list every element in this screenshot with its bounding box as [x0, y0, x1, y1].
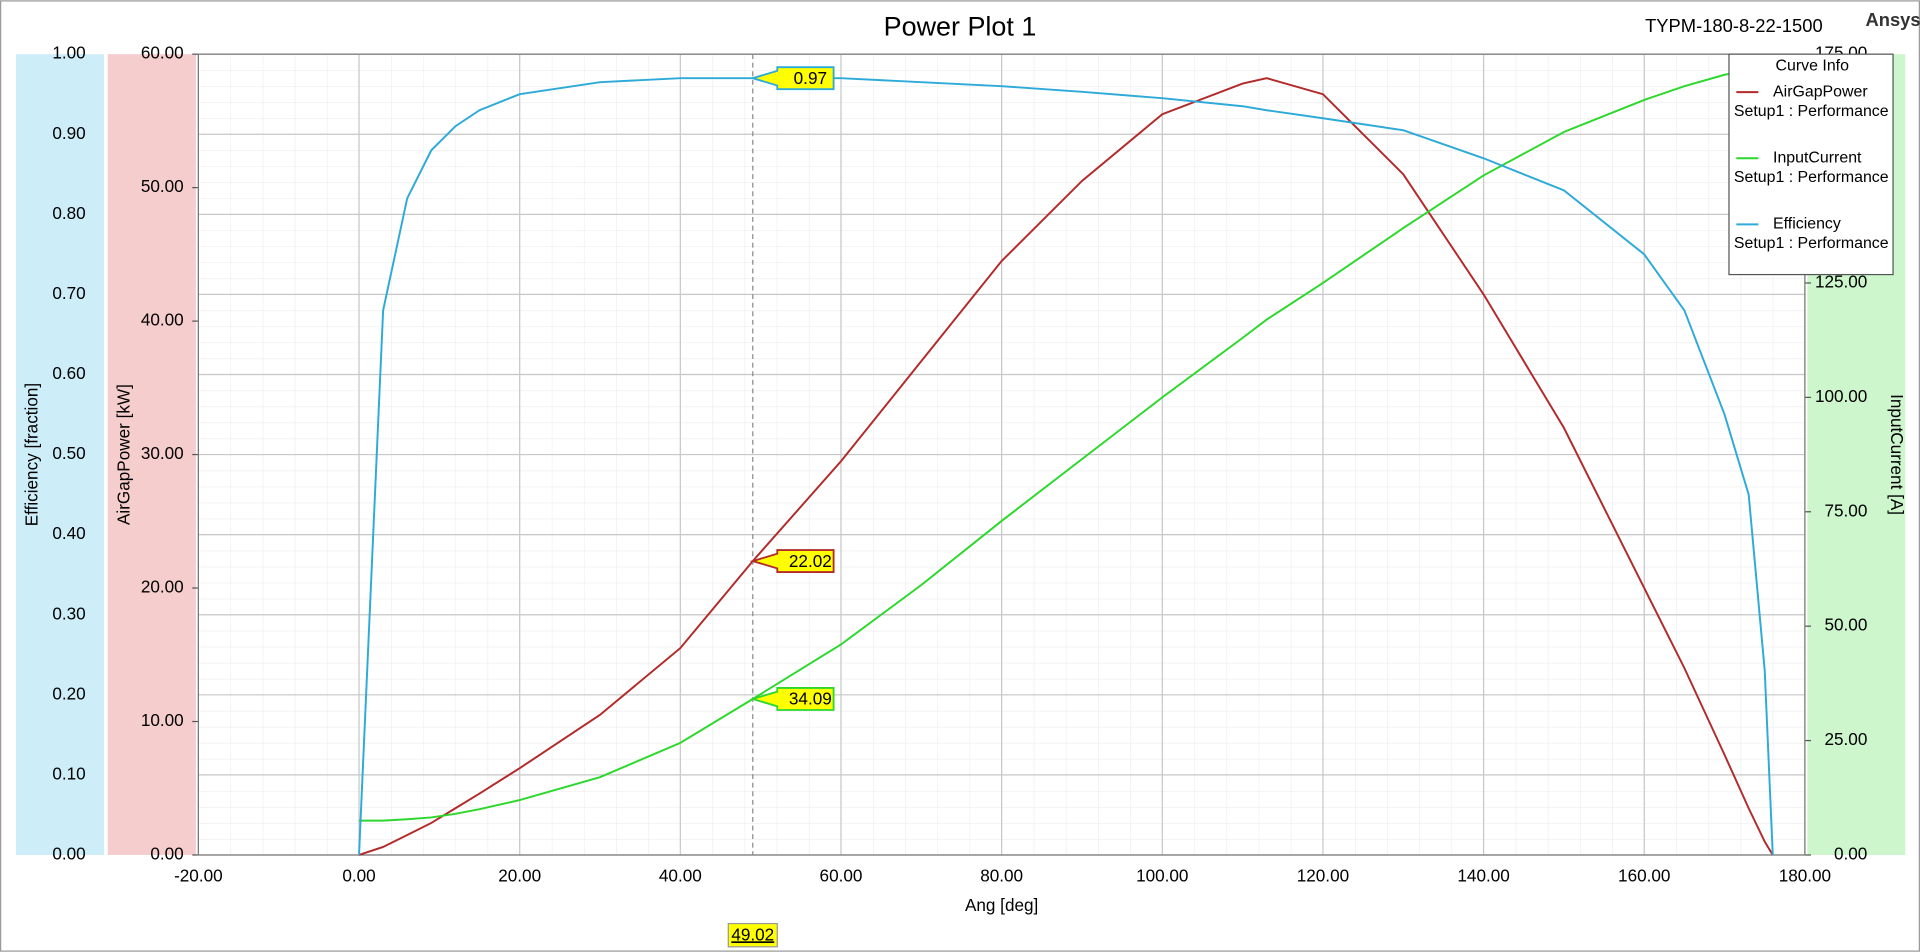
marker-callout: [749, 549, 835, 574]
y2-tick-label: 40.00: [141, 310, 184, 330]
x-tick-label: 180.00: [1779, 866, 1831, 886]
series-line: [359, 66, 1765, 822]
marker-value-label: 34.09: [789, 689, 832, 709]
legend-label: Efficiency: [1773, 216, 1841, 233]
y3-tick-label: 0.00: [1834, 844, 1867, 864]
marker-value-label: 0.97: [794, 68, 827, 88]
y-tick-label: 0.90: [52, 123, 85, 143]
x-axis-label: Ang [deg]: [965, 895, 1038, 915]
marker-value-label: 22.02: [789, 551, 832, 571]
y2-tick-label: 10.00: [141, 710, 184, 730]
y3-tick-label: 25.00: [1824, 729, 1867, 749]
legend-setup: Setup1 : Performance: [1734, 103, 1889, 120]
y-tick-label: 0.80: [52, 203, 85, 223]
y-axis-label: Efficiency [fraction]: [22, 383, 42, 526]
x-tick-label: 20.00: [498, 866, 541, 886]
y3-axis-label: InputCurrent [A]: [1887, 394, 1907, 515]
chart-title: Power Plot 1: [884, 12, 1037, 42]
brand: Ansys: [1866, 9, 1920, 30]
marker-x-box: [727, 922, 778, 948]
x-tick-label: 120.00: [1297, 866, 1349, 886]
marker-x-label: 49.02: [731, 924, 774, 944]
x-tick-label: 100.00: [1136, 866, 1188, 886]
y3-tick-label: 75.00: [1824, 500, 1867, 520]
y-tick-label: 0.00: [52, 844, 85, 864]
x-tick-label: 80.00: [980, 866, 1023, 886]
y-tick-label: 0.50: [52, 443, 85, 463]
y-tick-label: 0.70: [52, 283, 85, 303]
y2-tick-label: 30.00: [141, 443, 184, 463]
x-tick-label: -20.00: [174, 866, 223, 886]
y-tick-label: 0.40: [52, 523, 85, 543]
x-tick-label: 0.00: [342, 866, 375, 886]
y-tick-label: 0.10: [52, 763, 85, 783]
x-tick-label: 40.00: [659, 866, 702, 886]
series-line: [358, 77, 1774, 856]
y3-tick-label: 100.00: [1815, 386, 1867, 406]
marker-callout: [749, 66, 835, 91]
x-tick-label: 140.00: [1457, 866, 1509, 886]
y-tick-label: 0.20: [52, 683, 85, 703]
y2-tick-label: 50.00: [141, 176, 184, 196]
marker-callout: [749, 687, 835, 711]
y3-tick-label: 125.00: [1815, 271, 1867, 291]
legend-label: InputCurrent: [1773, 149, 1862, 166]
y2-tick-label: 60.00: [141, 43, 184, 63]
x-tick-label: 60.00: [820, 866, 863, 886]
y-tick-label: 1.00: [52, 43, 85, 63]
legend-box: [1728, 53, 1894, 276]
y2-tick-label: 20.00: [141, 577, 184, 597]
legend-setup: Setup1 : Performance: [1734, 169, 1889, 186]
y-tick-label: 0.60: [52, 363, 85, 383]
y2-tick-label: 0.00: [150, 844, 183, 864]
y3-tick-label: 50.00: [1824, 615, 1867, 635]
plot-border: [197, 53, 1806, 856]
y-axis-band: [15, 54, 105, 855]
series-line: [358, 77, 1774, 856]
legend-setup: Setup1 : Performance: [1734, 235, 1889, 252]
y2-axis-label: AirGapPower [kW]: [113, 384, 133, 525]
legend-label: AirGapPower: [1773, 83, 1868, 100]
y-tick-label: 0.30: [52, 603, 85, 623]
subtitle: TYPM-180-8-22-1500: [1645, 15, 1823, 36]
y2-axis-band: [107, 54, 196, 855]
legend-title: Curve Info: [1776, 58, 1850, 75]
x-tick-label: 160.00: [1618, 866, 1670, 886]
